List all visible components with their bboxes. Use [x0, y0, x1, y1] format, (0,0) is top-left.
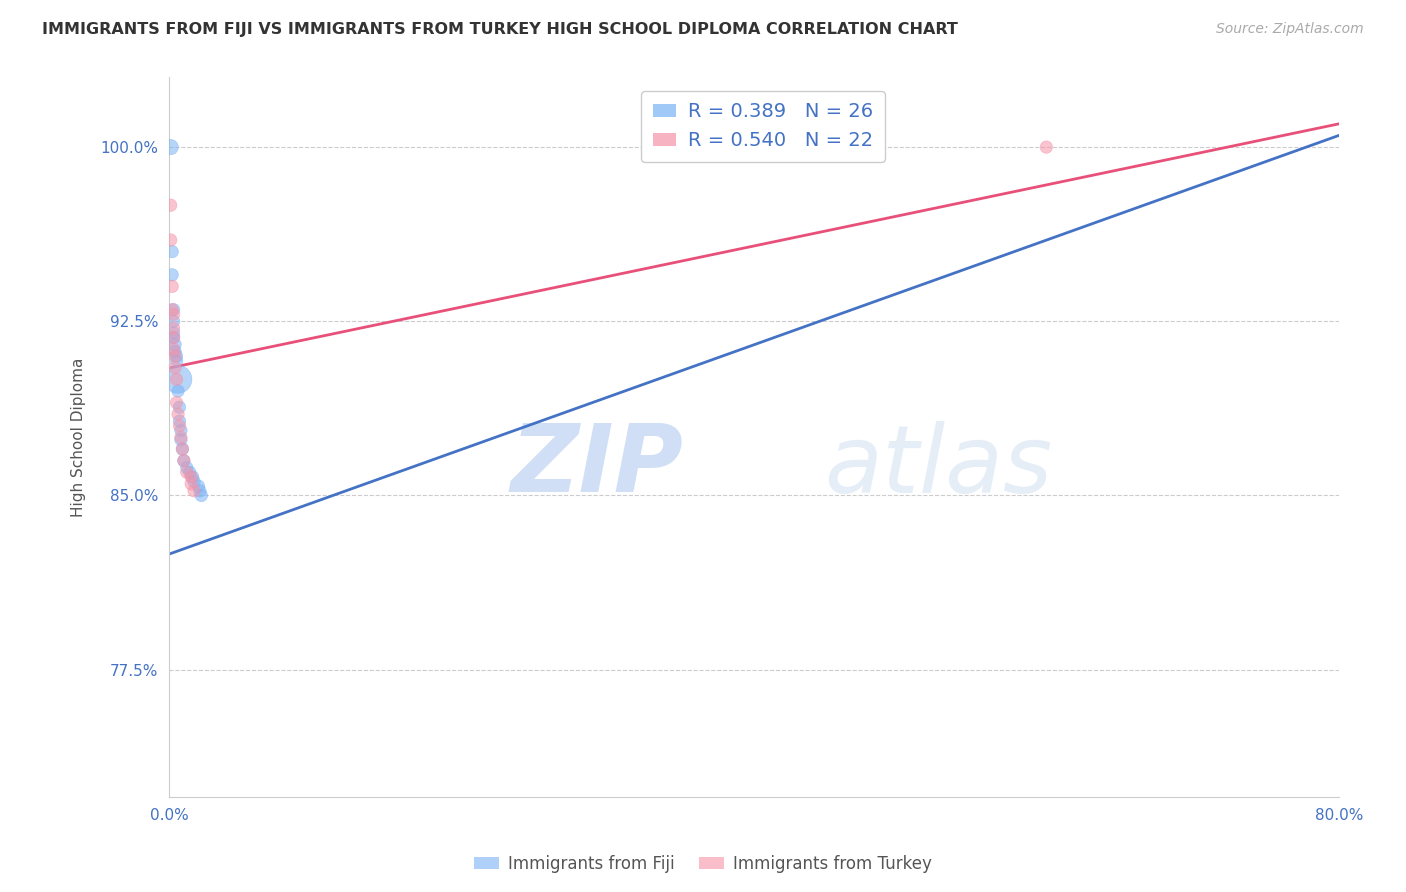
Point: [183, 483, 205, 498]
Point: [166, 395, 188, 409]
Point: [170, 433, 193, 447]
Point: [165, 337, 187, 351]
Point: [159, 198, 181, 212]
Point: [172, 442, 194, 456]
Point: [160, 302, 183, 317]
Point: [180, 470, 202, 484]
Point: [170, 430, 193, 444]
Point: [167, 384, 190, 398]
Y-axis label: High School Diploma: High School Diploma: [72, 358, 86, 517]
Legend: R = 0.389   N = 26, R = 0.540   N = 22: R = 0.389 N = 26, R = 0.540 N = 22: [641, 91, 884, 161]
Point: [159, 140, 181, 154]
Point: [162, 342, 184, 356]
Point: [166, 353, 188, 368]
Point: [167, 407, 190, 421]
Point: [162, 330, 184, 344]
Legend: Immigrants from Fiji, Immigrants from Turkey: Immigrants from Fiji, Immigrants from Tu…: [468, 848, 938, 880]
Point: [188, 483, 211, 498]
Point: [169, 414, 191, 428]
Point: [160, 279, 183, 293]
Text: IMMIGRANTS FROM FIJI VS IMMIGRANTS FROM TURKEY HIGH SCHOOL DIPLOMA CORRELATION C: IMMIGRANTS FROM FIJI VS IMMIGRANTS FROM …: [42, 22, 957, 37]
Point: [173, 453, 195, 467]
Point: [162, 330, 184, 344]
Point: [162, 321, 184, 335]
Point: [165, 360, 187, 375]
Point: [190, 488, 212, 502]
Point: [160, 268, 183, 282]
Point: [179, 465, 201, 479]
Point: [162, 326, 184, 340]
Point: [172, 442, 194, 456]
Point: [183, 475, 205, 489]
Point: [176, 465, 198, 479]
Text: Source: ZipAtlas.com: Source: ZipAtlas.com: [1216, 22, 1364, 37]
Point: [167, 372, 190, 386]
Point: [159, 233, 181, 247]
Point: [176, 460, 198, 475]
Text: atlas: atlas: [824, 421, 1052, 512]
Point: [173, 453, 195, 467]
Point: [181, 470, 204, 484]
Point: [180, 476, 202, 491]
Point: [162, 307, 184, 321]
Point: [170, 424, 193, 438]
Point: [166, 349, 188, 363]
Point: [162, 302, 184, 317]
Point: [1035, 140, 1057, 154]
Point: [169, 418, 191, 433]
Point: [162, 314, 184, 328]
Point: [160, 244, 183, 259]
Point: [166, 372, 188, 386]
Text: ZIP: ZIP: [510, 420, 683, 512]
Point: [169, 401, 191, 415]
Point: [165, 344, 187, 359]
Point: [187, 479, 209, 493]
Point: [165, 349, 187, 363]
